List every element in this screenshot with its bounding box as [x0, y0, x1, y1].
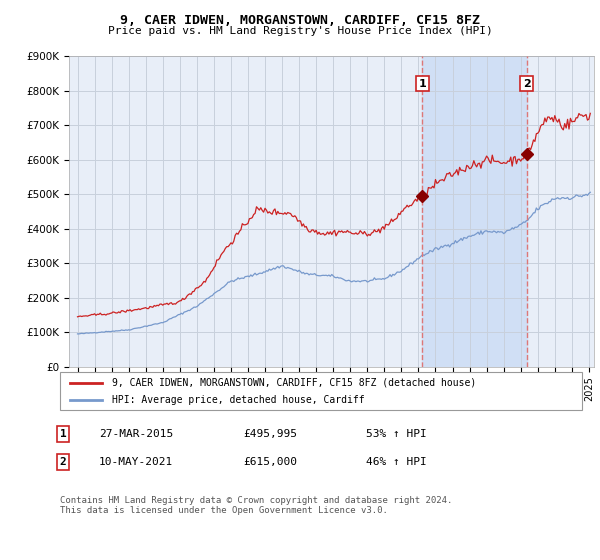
- Text: 1: 1: [59, 429, 67, 439]
- FancyBboxPatch shape: [60, 372, 582, 410]
- Text: 9, CAER IDWEN, MORGANSTOWN, CARDIFF, CF15 8FZ: 9, CAER IDWEN, MORGANSTOWN, CARDIFF, CF1…: [120, 14, 480, 27]
- Text: £615,000: £615,000: [243, 457, 297, 467]
- Text: 2: 2: [59, 457, 67, 467]
- Text: 27-MAR-2015: 27-MAR-2015: [99, 429, 173, 439]
- Bar: [422, 56, 527, 367]
- Text: 10-MAY-2021: 10-MAY-2021: [99, 457, 173, 467]
- Text: Price paid vs. HM Land Registry's House Price Index (HPI): Price paid vs. HM Land Registry's House …: [107, 26, 493, 36]
- Text: 9, CAER IDWEN, MORGANSTOWN, CARDIFF, CF15 8FZ (detached house): 9, CAER IDWEN, MORGANSTOWN, CARDIFF, CF1…: [112, 377, 476, 388]
- Text: 2: 2: [523, 78, 531, 88]
- Text: Contains HM Land Registry data © Crown copyright and database right 2024.
This d: Contains HM Land Registry data © Crown c…: [60, 496, 452, 515]
- Text: 46% ↑ HPI: 46% ↑ HPI: [366, 457, 427, 467]
- Text: 1: 1: [418, 78, 426, 88]
- Text: HPI: Average price, detached house, Cardiff: HPI: Average price, detached house, Card…: [112, 395, 365, 405]
- Text: £495,995: £495,995: [243, 429, 297, 439]
- Text: 53% ↑ HPI: 53% ↑ HPI: [366, 429, 427, 439]
